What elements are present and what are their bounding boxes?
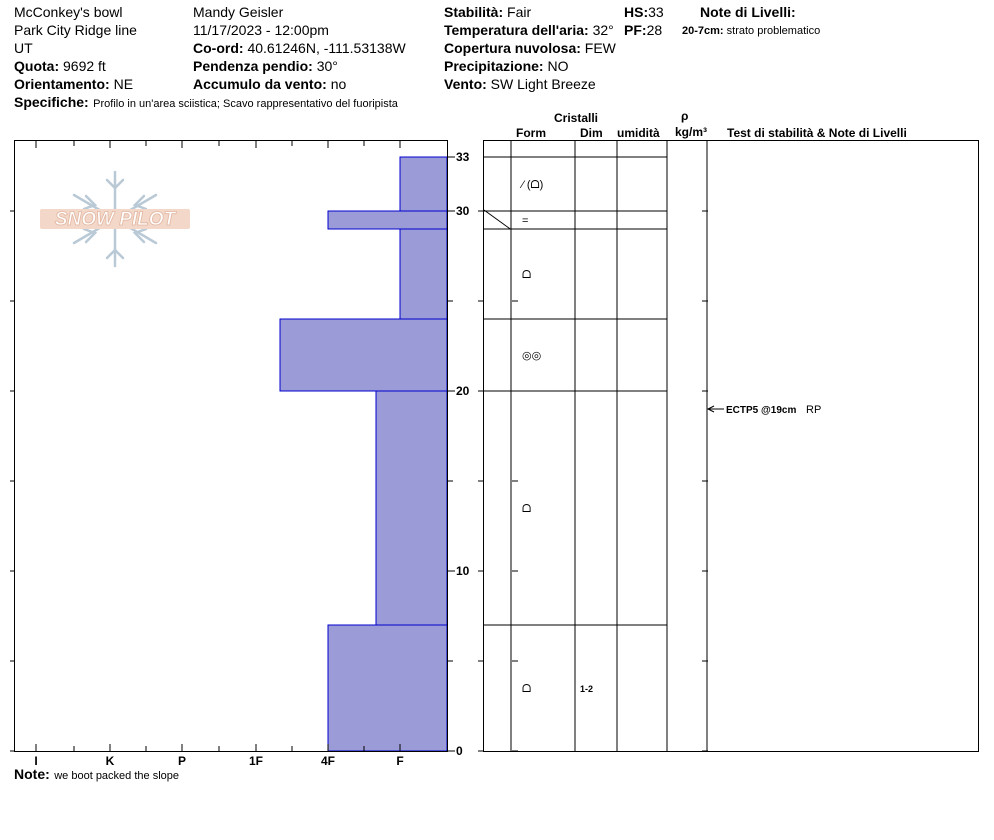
cloud-value: FEW	[584, 40, 616, 56]
hardness-bar	[327, 210, 448, 230]
depth-tick-label: 20	[456, 384, 470, 398]
stability-value: Fair	[507, 4, 532, 20]
slope-value: 30°	[316, 58, 338, 74]
hardness-bar	[279, 318, 448, 392]
hardness-bar	[399, 156, 448, 212]
quota-label: Quota:	[14, 58, 60, 74]
air-temperature: Temperatura dell'aria: 32°	[444, 22, 614, 38]
hardness-tick-label: 1F	[249, 754, 263, 768]
test-note: RP	[806, 404, 821, 416]
precip-value: NO	[547, 58, 569, 74]
hardness-bar	[327, 624, 448, 752]
slope-label: Pendenza pendio:	[193, 58, 313, 74]
cloud-cover: Copertura nuvolosa: FEW	[444, 40, 616, 56]
precip-label: Precipitazione:	[444, 58, 544, 74]
note: Note: we boot packed the slope	[14, 766, 179, 784]
location: McConkey's bowl	[14, 4, 123, 20]
layer-notes-title: Note di Livelli:	[700, 4, 796, 20]
stability-label: Stabilità:	[444, 4, 504, 20]
watermark-text: SNOW PILOT	[55, 209, 177, 230]
state: UT	[14, 40, 33, 56]
specifics: Specifiche: Profilo in un'area sciistica…	[14, 94, 398, 112]
wind-label: Vento:	[444, 76, 487, 92]
grain-table: ⁄ (ᗝ) = ᗝ ◎◎ ᗝ ᗝ 1-2	[483, 141, 708, 751]
area: Park City Ridge line	[14, 22, 137, 38]
air-temp-value: 32°	[592, 22, 614, 38]
pf-value: 28	[646, 22, 663, 38]
hardness-plot-frame	[14, 140, 448, 752]
size-header: Dim	[580, 126, 603, 140]
layer-note-range: 20-7cm:	[682, 25, 724, 37]
orientation-label: Orientamento:	[14, 76, 110, 92]
orientation-value: NE	[113, 76, 134, 92]
precipitation: Precipitazione: NO	[444, 58, 568, 74]
orientation: Orientamento: NE	[14, 76, 133, 92]
hardness-tick-label: I	[34, 754, 37, 768]
hardness-bar	[399, 228, 448, 320]
tests-header: Test di stabilità & Note di Livelli	[727, 126, 907, 140]
watermark-banner	[40, 209, 190, 229]
observer: Mandy Geisler	[193, 4, 284, 20]
specifics-value: Profilo in un'area sciistica; Scavo rapp…	[93, 98, 398, 110]
slope: Pendenza pendio: 30°	[193, 58, 338, 74]
grain-form-symbol: ᗝ	[522, 503, 531, 515]
test-label: ECTP5 @19cm	[726, 405, 796, 416]
hs-value: 33	[648, 4, 664, 20]
penetration: PF:28	[624, 22, 662, 38]
hardness-bars	[279, 156, 448, 752]
layer-note-text: strato problematico	[726, 25, 821, 37]
pf-label: PF:	[624, 22, 647, 38]
hardness-tick-label: K	[106, 754, 115, 768]
wind-load-value: no	[330, 76, 347, 92]
wind-load: Accumulo da vento: no	[193, 76, 346, 92]
coord-label: Co-ord:	[193, 40, 244, 56]
form-header: Form	[516, 126, 546, 140]
wind-value: SW Light Breeze	[490, 76, 596, 92]
depth-tick-label: 33	[456, 150, 470, 164]
hardness-axis: I K P 1F 4F F	[34, 141, 404, 768]
grain-form-symbol: ᗝ	[522, 683, 531, 695]
hardness-bar	[375, 390, 448, 626]
density-unit: kg/m³	[675, 125, 708, 139]
layer-note: 20-7cm: strato problematico	[682, 23, 820, 39]
wind-load-label: Accumulo da vento:	[193, 76, 327, 92]
hs-label: HS:	[624, 4, 649, 20]
grain-form-symbol: ᗝ	[522, 269, 531, 281]
humidity-header: umidità	[617, 126, 660, 140]
quota-value: 9692 ft	[63, 58, 106, 74]
grain-form-symbol: =	[522, 215, 528, 227]
quota: Quota: 9692 ft	[14, 58, 106, 74]
depth-tick-label: 10	[456, 564, 470, 578]
grain-form-symbol: ⁄ (ᗝ)	[519, 179, 543, 191]
depth-axis: 0 10 20 30 33	[10, 150, 708, 758]
depth-tick-label: 30	[456, 204, 470, 218]
test-pointer-arrow	[706, 405, 715, 413]
note-label: Note:	[14, 766, 50, 782]
coord-value: 40.61246N, -111.53138W	[247, 40, 406, 56]
hardness-tick-label: F	[396, 754, 403, 768]
depth-tick-label: 0	[456, 744, 463, 758]
grain-form-symbol: ◎◎	[522, 350, 541, 362]
crystals-header: Cristalli	[554, 111, 599, 125]
coordinates: Co-ord: 40.61246N, -111.53138W	[193, 40, 406, 56]
note-text: we boot packed the slope	[54, 770, 179, 782]
stability-tests: ECTP5 @19cm RP	[706, 404, 821, 416]
stability: Stabilità: Fair	[444, 4, 531, 20]
layer-connector	[483, 209, 512, 230]
density-symbol: ρ	[681, 109, 689, 123]
hardness-tick-label: P	[178, 754, 186, 768]
air-temp-label: Temperatura dell'aria:	[444, 22, 589, 38]
snow-height: HS:33	[624, 4, 664, 20]
wind: Vento: SW Light Breeze	[444, 76, 596, 92]
specifics-label: Specifiche:	[14, 94, 89, 110]
cloud-label: Copertura nuvolosa:	[444, 40, 581, 56]
snowpilot-watermark: SNOW PILOT	[40, 170, 190, 268]
grain-table-frame	[483, 140, 979, 752]
datetime: 11/17/2023 - 12:00pm	[193, 22, 329, 38]
hardness-tick-label: 4F	[321, 754, 335, 768]
grain-size-value: 1-2	[580, 684, 593, 694]
